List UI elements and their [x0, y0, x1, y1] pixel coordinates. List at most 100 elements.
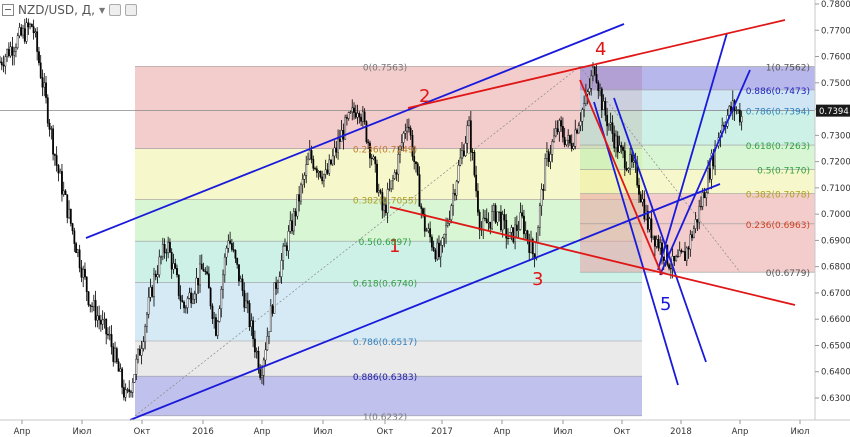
eye-icon[interactable] — [125, 4, 138, 16]
candle-body — [192, 299, 194, 304]
candle-body — [354, 112, 357, 118]
candle-body — [285, 245, 288, 251]
candle-body — [602, 101, 605, 110]
candle-body — [400, 142, 403, 147]
candle-body — [544, 158, 547, 191]
candle-body — [287, 231, 290, 251]
candle-body — [515, 224, 518, 231]
candle-body — [639, 194, 642, 203]
x-tick-label: Апр — [494, 427, 511, 437]
candle-body — [209, 287, 212, 307]
y-tick-label: 0.6400 — [821, 368, 850, 378]
minimize-icon[interactable] — [2, 4, 14, 16]
candle-body — [599, 88, 601, 92]
candle-body — [239, 278, 242, 282]
candle-body — [436, 242, 439, 260]
candle-body — [445, 225, 447, 235]
y-tick-label: 0.6300 — [821, 394, 850, 404]
candle-body — [703, 192, 706, 199]
fib-label-left: 0.382(0.7055) — [353, 197, 417, 207]
candle-body — [425, 230, 428, 232]
y-tick-label: 0.6700 — [821, 289, 850, 299]
candle-body — [264, 349, 267, 361]
candle-body — [215, 317, 217, 336]
candle-body — [130, 391, 132, 393]
candle-body — [519, 212, 522, 230]
candle-body — [50, 128, 53, 130]
candle-body — [494, 205, 497, 223]
candle-body — [154, 273, 157, 278]
candle-body — [229, 240, 232, 244]
chart-header: NZD/USD, Д, ▼ — [2, 2, 138, 18]
candle-body — [131, 382, 134, 393]
candle-body — [68, 208, 70, 218]
candle-body — [291, 220, 293, 232]
candle-body — [659, 242, 662, 249]
candle-body — [349, 111, 352, 113]
candle-body — [142, 341, 145, 349]
candle-body — [427, 228, 430, 231]
chevron-down-icon[interactable]: ▼ — [98, 5, 106, 15]
candle-body — [276, 282, 279, 289]
trend-line-blue — [593, 101, 679, 386]
candle-body — [216, 321, 219, 336]
trend-line-red — [579, 79, 663, 276]
candle-body — [682, 251, 685, 253]
candle-body — [595, 74, 598, 83]
candle-body — [374, 156, 377, 165]
candle-body — [289, 220, 292, 232]
candle-body — [252, 320, 255, 340]
candle-body — [298, 194, 301, 202]
candle-body — [538, 205, 541, 228]
candle-body — [292, 211, 295, 232]
candle-body — [41, 77, 44, 88]
candle-body — [275, 282, 278, 289]
candle-body — [561, 125, 564, 138]
candle-body — [57, 165, 60, 174]
candle-body — [202, 269, 205, 272]
candle-body — [7, 49, 10, 57]
candle-body — [23, 28, 26, 42]
trend-line-red — [407, 19, 786, 109]
candle-body — [169, 242, 171, 253]
candle-body — [255, 350, 258, 353]
candle-body — [137, 349, 139, 360]
candle-body — [473, 152, 476, 176]
candle-body — [489, 221, 492, 229]
candle-body — [613, 133, 616, 149]
candle-body — [407, 126, 410, 129]
candle-body — [381, 192, 384, 211]
candle-body — [188, 292, 191, 299]
candle-body — [698, 206, 701, 223]
candle-body — [99, 319, 102, 325]
candle-body — [259, 369, 262, 378]
candle-body — [583, 103, 586, 110]
candle-body — [459, 157, 462, 166]
candle-body — [351, 107, 354, 113]
candle-body — [20, 27, 23, 36]
candle-body — [386, 189, 389, 214]
candle-body — [308, 150, 311, 160]
trend-line-blue — [85, 23, 625, 239]
candle-body — [689, 234, 692, 250]
x-tick-label: Окт — [134, 427, 151, 437]
settings-icon[interactable] — [109, 4, 122, 16]
candle-body — [269, 305, 272, 332]
candle-body — [262, 359, 265, 376]
candle-body — [528, 239, 531, 253]
candle-body — [98, 315, 101, 321]
candle-body — [317, 170, 320, 173]
x-tick-label: 2016 — [192, 427, 214, 437]
candle-body — [238, 264, 240, 282]
candle-body — [55, 155, 58, 166]
candle-body — [638, 184, 640, 195]
candle-body — [675, 256, 678, 262]
candle-body — [314, 168, 316, 170]
candle-body — [677, 256, 679, 258]
candle-body — [151, 286, 154, 297]
candle-body — [616, 135, 619, 153]
candle-body — [604, 101, 607, 116]
candle-body — [310, 150, 313, 160]
candle-body — [492, 205, 495, 212]
